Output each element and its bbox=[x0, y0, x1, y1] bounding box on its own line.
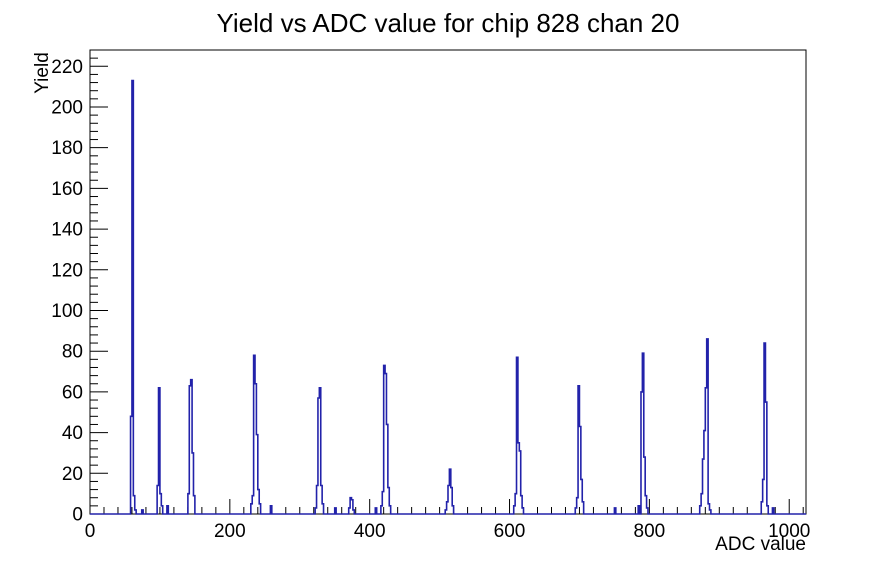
plot-frame bbox=[89, 49, 807, 515]
x-tick-label: 600 bbox=[494, 521, 526, 542]
y-tick-label: 20 bbox=[62, 464, 83, 485]
y-tick-label: 60 bbox=[62, 382, 83, 403]
y-tick-label: 180 bbox=[51, 138, 83, 159]
histogram-line bbox=[90, 79, 806, 515]
y-tick-label: 160 bbox=[51, 179, 83, 200]
x-axis-title: ADC value bbox=[715, 534, 806, 555]
y-tick-label: 220 bbox=[51, 57, 83, 78]
chart-title: Yield vs ADC value for chip 828 chan 20 bbox=[216, 8, 680, 38]
y-tick-label: 200 bbox=[51, 97, 83, 118]
x-tick-label: 200 bbox=[214, 521, 246, 542]
y-tick-label: 0 bbox=[72, 505, 83, 526]
y-tick-label: 140 bbox=[51, 220, 83, 241]
x-tick-label: 400 bbox=[354, 521, 386, 542]
y-tick-label: 100 bbox=[51, 301, 83, 322]
y-tick-label: 120 bbox=[51, 260, 83, 281]
y-tick-label: 40 bbox=[62, 423, 83, 444]
x-tick-label: 800 bbox=[634, 521, 666, 542]
y-tick-label: 80 bbox=[62, 342, 83, 363]
x-tick-label: 1000 bbox=[768, 521, 810, 542]
x-tick-label: 0 bbox=[85, 521, 96, 542]
